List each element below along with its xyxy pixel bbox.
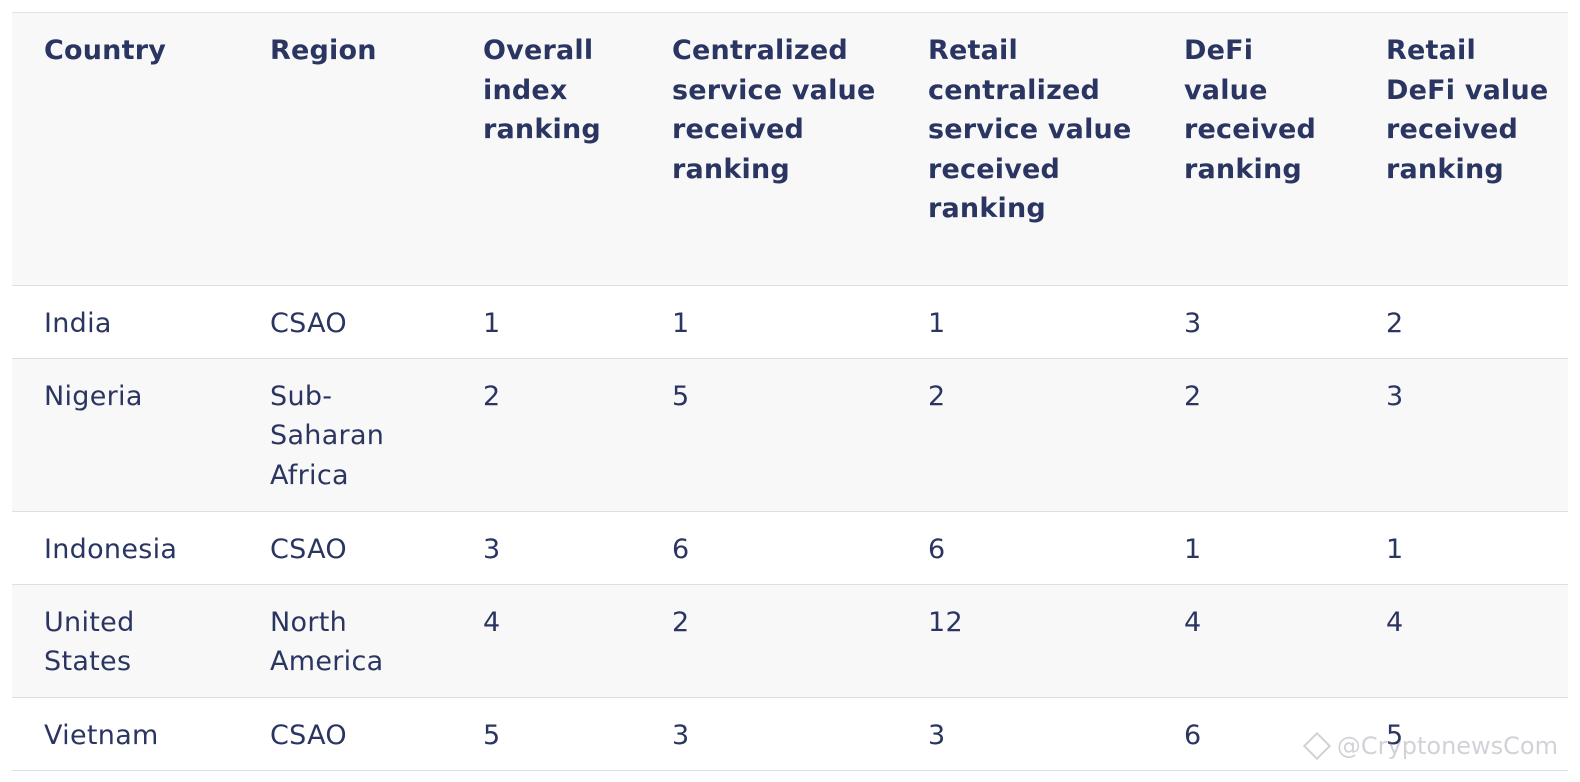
- cell-retail-defi: 4: [1386, 606, 1404, 638]
- cell-region: CSAO: [270, 533, 347, 565]
- table-header-row: Country Region Overall index ranking Cen…: [12, 13, 1568, 285]
- cell-country: Indonesia: [44, 533, 178, 565]
- cell-country: India: [44, 307, 112, 339]
- cell-centralized: 2: [672, 606, 690, 638]
- header-defi-ranking: DeFi value received ranking: [1184, 35, 1317, 185]
- cell-centralized: 6: [672, 533, 690, 565]
- cell-retail-defi: 3: [1386, 380, 1404, 412]
- cell-retail-defi: 5: [1386, 719, 1404, 751]
- cell-region: CSAO: [270, 307, 347, 339]
- binance-diamond-icon: [1302, 731, 1332, 761]
- cell-retail-defi: 2: [1386, 307, 1404, 339]
- cell-retail-defi: 1: [1386, 533, 1404, 565]
- cell-centralized: 3: [672, 719, 690, 751]
- table-row: India CSAO 1 1 1 3 2: [12, 285, 1568, 358]
- cell-overall: 1: [483, 307, 501, 339]
- cell-defi: 2: [1184, 380, 1202, 412]
- cell-country: Vietnam: [44, 719, 159, 751]
- header-country: Country: [44, 35, 167, 66]
- ranking-table-container: Country Region Overall index ranking Cen…: [12, 12, 1568, 771]
- cell-defi: 6: [1184, 719, 1202, 751]
- cell-defi: 3: [1184, 307, 1202, 339]
- ranking-table: Country Region Overall index ranking Cen…: [12, 13, 1568, 771]
- cell-centralized: 1: [672, 307, 690, 339]
- cell-defi: 1: [1184, 533, 1202, 565]
- table-row: Vietnam CSAO 5 3 3 6 5: [12, 697, 1568, 770]
- cell-retail-centralized: 2: [928, 380, 946, 412]
- cell-overall: 3: [483, 533, 501, 565]
- cell-country: Nigeria: [44, 380, 143, 412]
- cell-retail-centralized: 6: [928, 533, 946, 565]
- watermark: @CryptonewsCom: [1302, 731, 1558, 761]
- table-row: United States North America 4 2 12 4 4: [12, 584, 1568, 697]
- cell-region: Sub-Saharan Africa: [270, 380, 385, 491]
- cell-centralized: 5: [672, 380, 690, 412]
- cell-region: CSAO: [270, 719, 347, 751]
- cell-overall: 5: [483, 719, 501, 751]
- cell-country: United States: [44, 606, 135, 678]
- table-row: Indonesia CSAO 3 6 6 1 1: [12, 511, 1568, 584]
- cell-retail-centralized: 12: [928, 606, 963, 638]
- cell-region: North America: [270, 606, 384, 678]
- header-region: Region: [270, 35, 377, 66]
- cell-retail-centralized: 1: [928, 307, 946, 339]
- cell-overall: 4: [483, 606, 501, 638]
- header-overall-index-ranking: Overall index ranking: [483, 35, 601, 145]
- header-retail-centralized-ranking: Retail centralized service value receive…: [928, 35, 1132, 224]
- header-centralized-service-ranking: Centralized service value received ranki…: [672, 35, 876, 185]
- header-retail-defi-ranking: Retail DeFi value received ranking: [1386, 35, 1549, 185]
- cell-overall: 2: [483, 380, 501, 412]
- table-row: Nigeria Sub-Saharan Africa 2 5 2 2 3: [12, 358, 1568, 511]
- watermark-text: @CryptonewsCom: [1336, 732, 1558, 760]
- cell-retail-centralized: 3: [928, 719, 946, 751]
- cell-defi: 4: [1184, 606, 1202, 638]
